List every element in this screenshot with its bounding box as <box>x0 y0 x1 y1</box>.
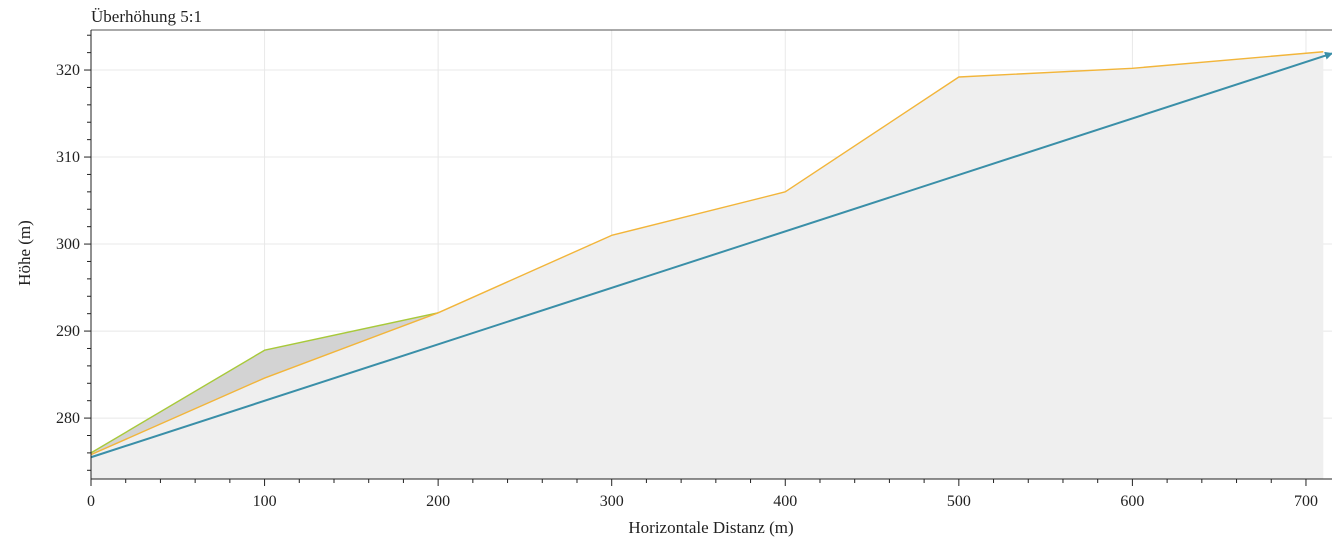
chart-title: Überhöhung 5:1 <box>91 7 202 26</box>
x-tick-label: 700 <box>1294 493 1318 510</box>
x-tick-label: 200 <box>426 493 450 510</box>
x-tick-label: 500 <box>947 493 971 510</box>
axes: 0 100 200 300 400 500 600 700 280 290 300 310 320 <box>56 29 1332 510</box>
y-tick-label: 280 <box>56 410 80 427</box>
y-tick-label: 290 <box>56 323 80 340</box>
x-tick-label: 600 <box>1120 493 1144 510</box>
labels: Überhöhung 5:1 Horizontale Distanz (m) H… <box>15 7 794 537</box>
y-tick-label: 320 <box>56 62 80 79</box>
yellow-terrain-line <box>90 51 1324 456</box>
fills <box>91 51 1324 479</box>
blue-reference-arrow <box>90 51 1332 459</box>
x-tick-label: 400 <box>773 493 797 510</box>
terrain-area-fill <box>91 51 1324 479</box>
x-tick-label: 300 <box>600 493 624 510</box>
x-axis-title: Horizontale Distanz (m) <box>628 518 793 537</box>
x-tick-label: 100 <box>253 493 277 510</box>
y-axis-title: Höhe (m) <box>15 220 34 286</box>
y-tick-label: 310 <box>56 149 80 166</box>
y-tick-label: 300 <box>56 236 80 253</box>
x-tick-label: 0 <box>87 493 95 510</box>
series <box>90 51 1332 459</box>
